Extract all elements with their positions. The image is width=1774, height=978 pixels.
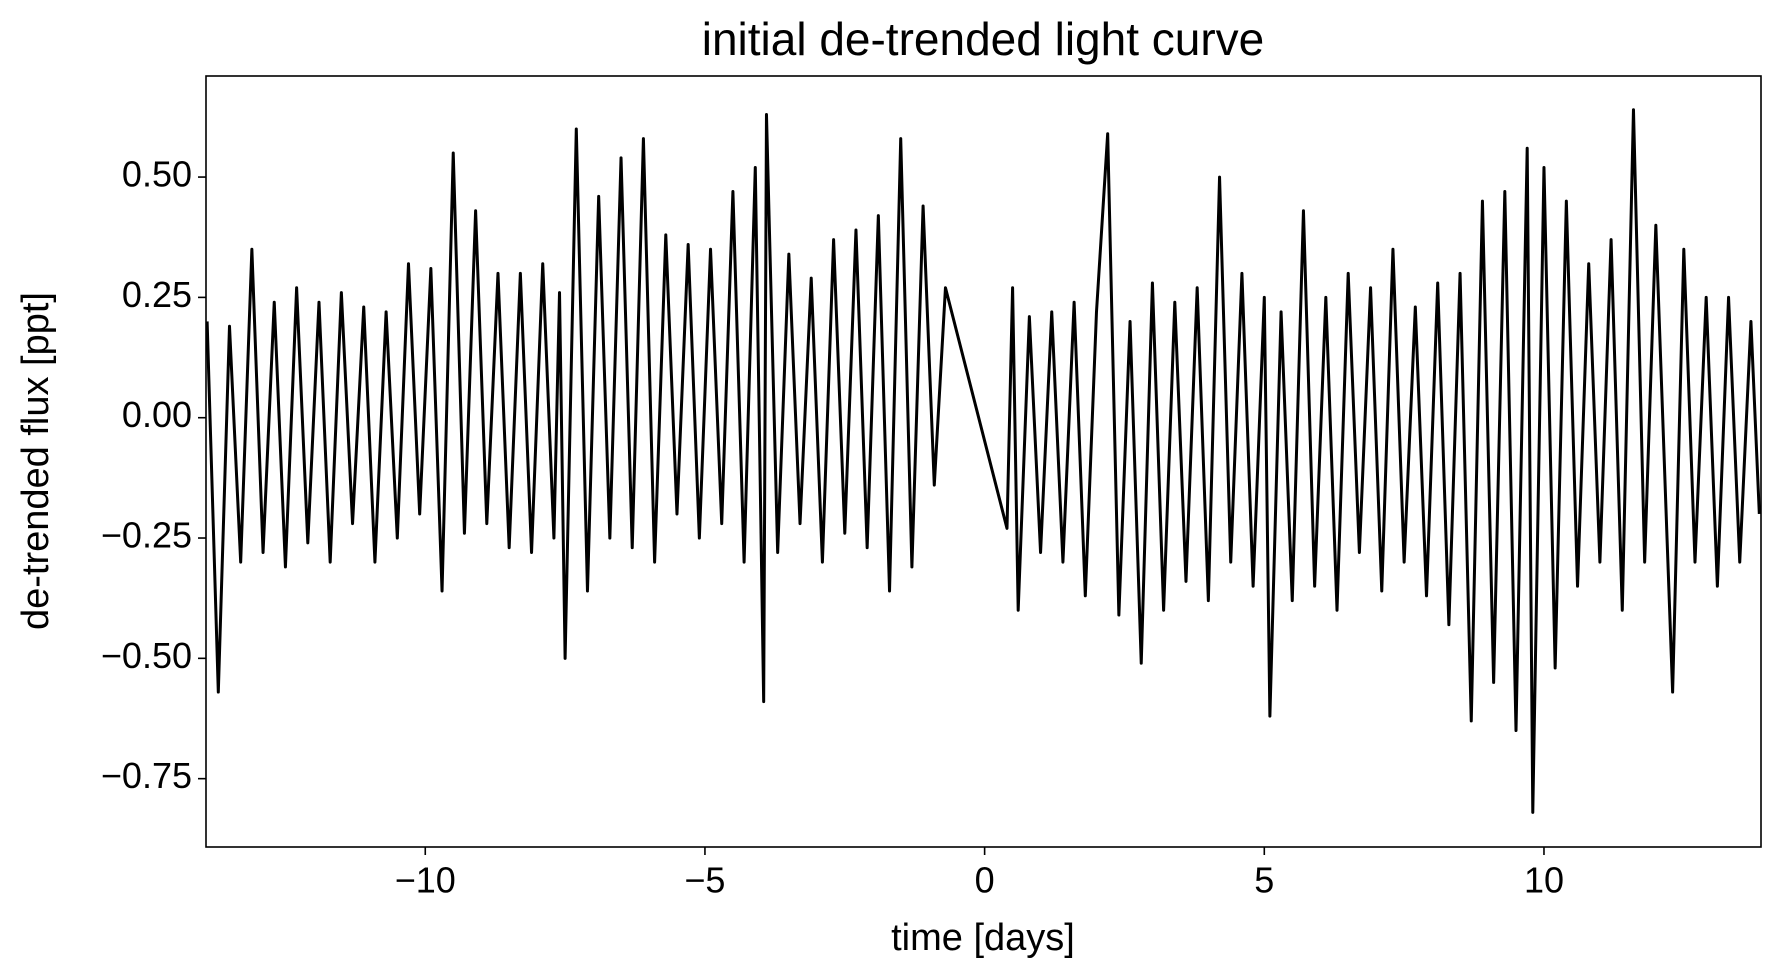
chart-title: initial de-trended light curve	[702, 13, 1265, 65]
x-tick-label: 10	[1524, 860, 1564, 901]
y-tick-label: −0.75	[101, 755, 192, 796]
plot-area	[206, 108, 1761, 814]
data-line	[206, 108, 1761, 814]
x-tick-label: 0	[975, 860, 995, 901]
x-axis-label: time [days]	[891, 917, 1075, 959]
x-tick-label: −5	[684, 860, 725, 901]
y-tick-label: 0.00	[122, 394, 192, 435]
plot-frame	[205, 75, 1762, 848]
y-tick-label: −0.50	[101, 635, 192, 676]
x-tick-label: −10	[395, 860, 456, 901]
y-tick-label: 0.25	[122, 274, 192, 315]
y-axis-label: de-trended flux [ppt]	[15, 292, 57, 630]
y-tick-label: 0.50	[122, 154, 192, 195]
y-tick-label: −0.25	[101, 515, 192, 556]
x-tick-label: 5	[1254, 860, 1274, 901]
